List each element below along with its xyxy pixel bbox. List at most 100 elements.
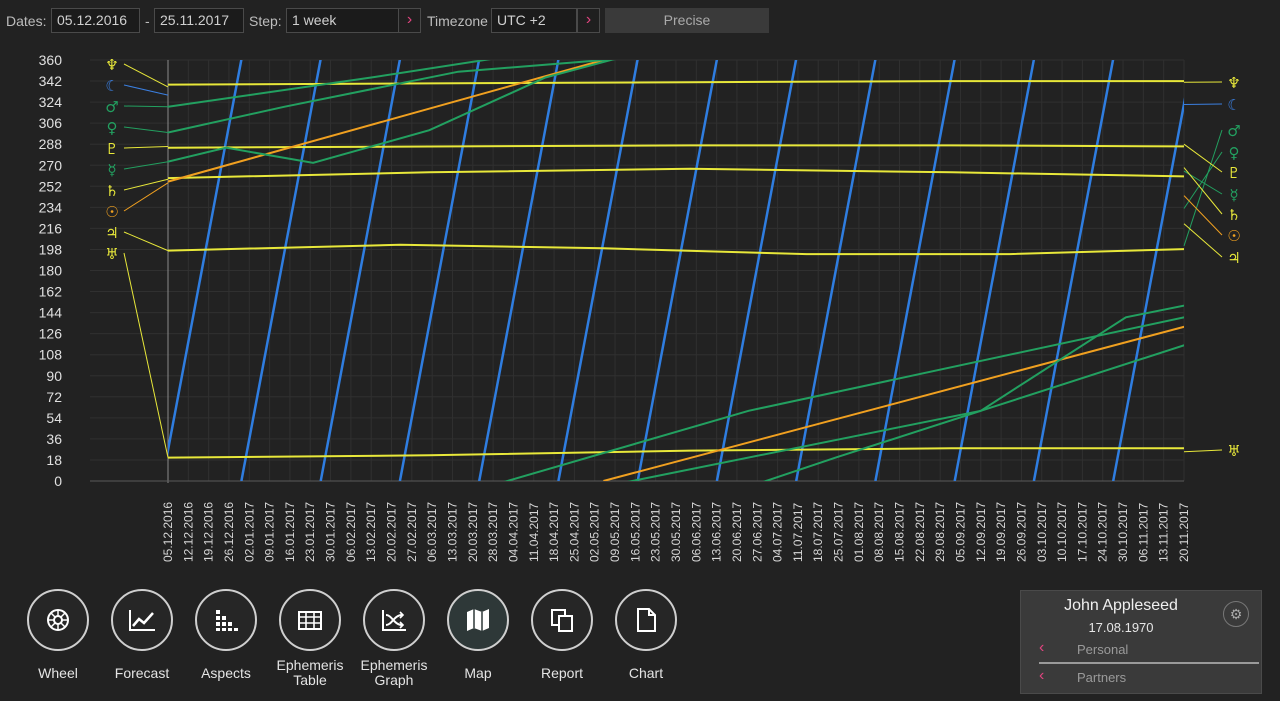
x-tick-label: 27.02.2017 (405, 502, 419, 562)
chevron-left-icon: ‹ (1039, 667, 1045, 684)
x-tick-label: 13.03.2017 (445, 502, 459, 562)
moon-series-line (1111, 97, 1184, 481)
x-tick-label: 23.01.2017 (303, 502, 317, 562)
x-tick-label: 10.10.2017 (1055, 502, 1069, 562)
planet-leader-left (123, 84, 169, 96)
series-line (627, 344, 1184, 481)
planet-leader-left (123, 252, 169, 458)
y-tick-label: 72 (46, 389, 62, 405)
x-tick-label: 12.12.2016 (181, 502, 195, 562)
planet-glyph-right: ♇ (1227, 164, 1240, 182)
timezone-arrow-button[interactable]: › (577, 8, 600, 33)
x-tick-label: 04.04.2017 (506, 502, 520, 562)
series-line (603, 325, 1184, 481)
ephemeris-graph-button[interactable]: Ephemeris Graph (349, 589, 439, 688)
chart-button[interactable]: Chart (601, 589, 691, 681)
date-from-input[interactable]: 05.12.2016 (51, 8, 140, 33)
x-tick-label: 23.05.2017 (649, 502, 663, 562)
personal-item[interactable]: ‹ Personal (1039, 639, 1259, 661)
map-button[interactable]: Map (433, 589, 523, 681)
x-tick-label: 05.12.2016 (161, 502, 175, 562)
x-tick-label: 13.02.2017 (364, 502, 378, 562)
series-line (168, 60, 492, 108)
y-tick-label: 54 (46, 410, 62, 426)
planet-leader-left (123, 105, 169, 108)
x-tick-label: 08.08.2017 (872, 502, 886, 562)
report-button[interactable]: Report (517, 589, 607, 681)
moon-series-line (874, 60, 956, 481)
x-tick-label: 25.07.2017 (832, 502, 846, 562)
series-line (168, 144, 1184, 149)
step-input[interactable]: 1 week (286, 8, 399, 33)
aspects-button[interactable]: Aspects (181, 589, 271, 681)
y-tick-label: 288 (39, 136, 63, 152)
moon-series-line (398, 60, 481, 481)
series-line (168, 243, 1184, 256)
y-tick-label: 306 (39, 115, 63, 131)
x-tick-label: 28.03.2017 (486, 502, 500, 562)
ephemeris-graph: 3603423243062882702522342161981801621441… (39, 52, 1241, 562)
y-tick-label: 252 (39, 178, 63, 194)
planet-glyph-left: ☿ (107, 161, 116, 179)
x-tick-label: 20.03.2017 (466, 502, 480, 562)
step-arrow-button[interactable]: › (398, 8, 421, 33)
moon-series-line (240, 60, 322, 481)
series-line (168, 167, 1184, 180)
x-tick-label: 06.06.2017 (689, 502, 703, 562)
x-tick-label: 26.12.2016 (222, 502, 236, 562)
precise-button[interactable]: Precise (605, 8, 769, 33)
series-line (168, 60, 617, 134)
planet-glyph-right: ♆ (1227, 74, 1240, 92)
planet-leader-right (1183, 223, 1223, 258)
forecast-button[interactable]: Forecast (97, 589, 187, 681)
wheel-button[interactable]: Wheel (13, 589, 103, 681)
ephemeris-graph-label: Ephemeris Graph (360, 657, 428, 688)
ephemeris-graph-icon[interactable] (363, 589, 425, 651)
planet-glyph-left: ☾ (105, 77, 118, 95)
y-tick-label: 360 (39, 52, 63, 68)
x-tick-label: 06.02.2017 (344, 502, 358, 562)
x-tick-label: 13.11.2017 (1157, 503, 1171, 562)
wheel-icon[interactable] (27, 589, 89, 651)
moon-series-line (557, 60, 639, 481)
map-icon[interactable] (447, 589, 509, 651)
x-tick-label: 17.10.2017 (1075, 502, 1089, 562)
divider (1039, 662, 1259, 664)
series-line (168, 60, 615, 164)
ephemeris-table-button[interactable]: Ephemeris Table (265, 589, 355, 688)
aspects-icon[interactable] (195, 589, 257, 651)
y-tick-label: 270 (39, 157, 63, 173)
x-tick-label: 25.04.2017 (567, 502, 581, 562)
forecast-icon[interactable] (111, 589, 173, 651)
report-icon[interactable] (531, 589, 593, 651)
date-separator: - (145, 13, 150, 29)
y-tick-label: 162 (39, 284, 63, 300)
y-tick-label: 144 (39, 305, 63, 321)
x-tick-label: 11.07.2017 (791, 503, 805, 562)
x-tick-label: 22.08.2017 (913, 502, 927, 562)
ephemeris-table-icon[interactable] (279, 589, 341, 651)
timezone-label: Timezone (427, 13, 488, 29)
series-line (168, 447, 1184, 459)
moon-series-line (794, 60, 877, 481)
x-tick-label: 04.07.2017 (771, 502, 785, 562)
moon-series-line (1032, 60, 1115, 481)
aspects-label: Aspects (201, 665, 251, 681)
timezone-input[interactable]: UTC +2 (491, 8, 577, 33)
x-tick-label: 06.11.2017 (1136, 503, 1150, 562)
date-to-input[interactable]: 25.11.2017 (154, 8, 244, 33)
moon-series-line (477, 60, 560, 481)
partners-item[interactable]: ‹ Partners (1039, 667, 1259, 689)
y-tick-label: 324 (39, 94, 63, 110)
gear-icon[interactable]: ⚙ (1223, 601, 1249, 627)
x-tick-label: 18.07.2017 (811, 502, 825, 562)
profile-name: John Appleseed (1064, 597, 1178, 614)
planet-glyph-left: ♃ (105, 224, 118, 242)
y-tick-label: 18 (46, 452, 62, 468)
y-tick-label: 180 (39, 263, 63, 279)
x-tick-label: 01.08.2017 (852, 502, 866, 562)
y-tick-label: 108 (39, 347, 63, 363)
planet-glyph-right: ♂ (1227, 122, 1240, 140)
chart-icon[interactable] (615, 589, 677, 651)
map-label: Map (464, 665, 492, 681)
